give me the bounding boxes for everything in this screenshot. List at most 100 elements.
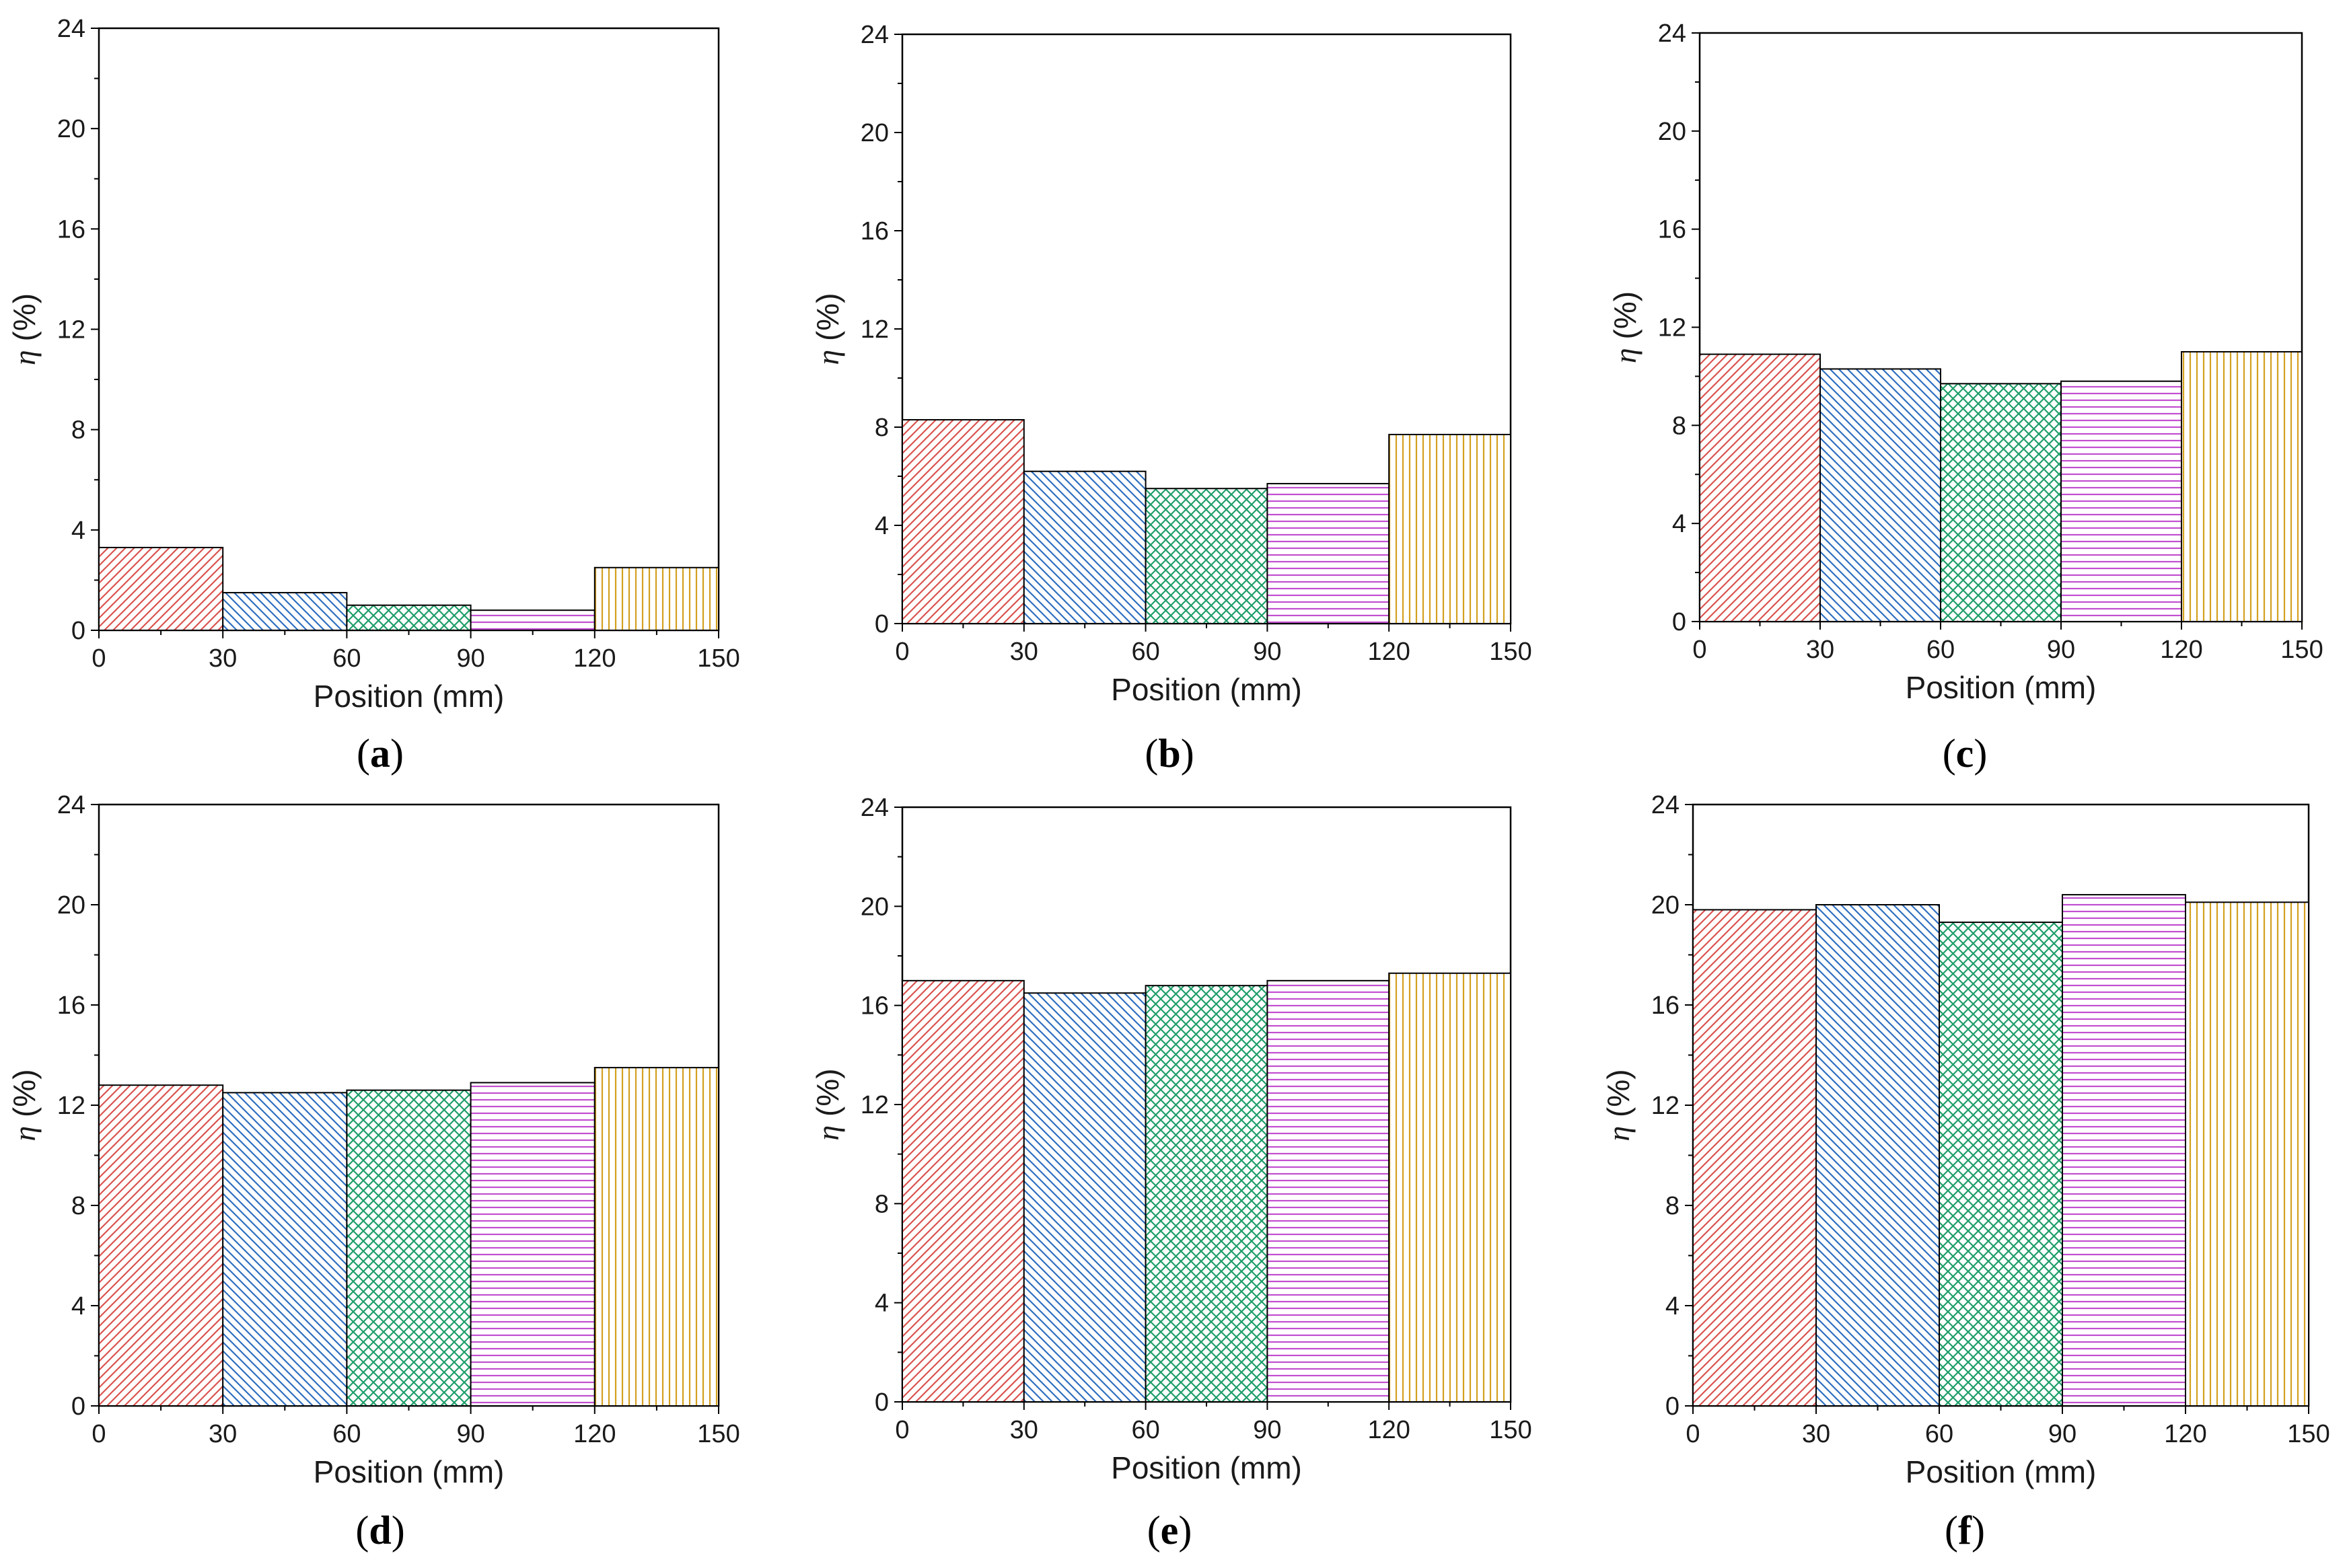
bar-120-150 (2181, 350, 2303, 622)
y-axis-symbol: η (811, 1125, 845, 1141)
y-tick-label: 16 (57, 215, 85, 244)
x-tick-label: 150 (2287, 1420, 2330, 1448)
y-axis-title: η (%) (810, 293, 845, 365)
bar-120-150 (593, 1067, 719, 1407)
y-axis-title: η (%) (1608, 291, 1642, 363)
y-tick-label: 20 (57, 115, 85, 143)
y-tick-label: 20 (861, 893, 889, 921)
chart-panel-e: 0 4 8 12 16 20 24 0 30 60 90 120 150 Position (mm) η (… (810, 794, 1532, 1553)
bar-60-90 (346, 604, 472, 631)
y-tick-label: 8 (1665, 1192, 1680, 1220)
bar-30-60 (1819, 368, 1941, 623)
y-tick-label: 20 (57, 891, 85, 920)
y-tick-label: 24 (861, 794, 889, 822)
x-axis-title: Position (mm) (1111, 1450, 1302, 1485)
bar-120-150 (1388, 433, 1511, 624)
x-axis-title: Position (mm) (314, 679, 505, 714)
panel-label-f: (f) (1945, 1508, 1985, 1553)
y-axis-title: η (%) (7, 293, 42, 365)
y-axis-unit: (%) (810, 1068, 845, 1125)
y-tick-label: 4 (71, 1292, 85, 1320)
y-axis-unit: (%) (7, 1069, 42, 1125)
x-tick-label: 90 (2047, 636, 2075, 664)
bar-0-30 (902, 979, 1025, 1403)
y-axis-title: η (%) (7, 1069, 42, 1141)
y-tick-label: 0 (1672, 608, 1686, 636)
y-tick-label: 24 (1651, 791, 1680, 819)
y-tick-label: 20 (861, 119, 889, 147)
panel-label-b: (b) (1145, 731, 1194, 776)
y-tick-label: 16 (57, 992, 85, 1020)
x-tick-label: 120 (573, 1420, 616, 1448)
x-tick-label: 60 (332, 1420, 361, 1448)
x-tick-label: 150 (1489, 638, 1531, 666)
y-axis-unit: (%) (1601, 1069, 1636, 1125)
y-axis-symbol: η (7, 1126, 42, 1142)
y-tick-label: 16 (1658, 216, 1686, 244)
y-tick-label: 20 (1651, 891, 1680, 920)
y-tick-label: 8 (71, 1192, 85, 1220)
y-tick-label: 8 (875, 1190, 889, 1218)
panel-label-a: (a) (357, 731, 404, 776)
x-tick-label: 150 (697, 1420, 739, 1448)
y-tick-label: 12 (57, 316, 85, 344)
x-tick-label: 150 (2280, 636, 2323, 664)
bar-60-90 (1145, 488, 1268, 624)
x-tick-label: 90 (2048, 1420, 2077, 1448)
x-tick-label: 0 (92, 1420, 106, 1448)
x-tick-label: 120 (2164, 1420, 2206, 1448)
bar-30-60 (1815, 904, 1940, 1407)
x-tick-label: 30 (1010, 1416, 1038, 1444)
bar-30-60 (1023, 470, 1147, 625)
x-axis-title: Position (mm) (314, 1454, 505, 1489)
bar-90-120 (470, 1082, 595, 1407)
x-tick-label: 30 (209, 1420, 237, 1448)
y-tick-label: 24 (57, 15, 85, 43)
bar-120-150 (593, 566, 719, 631)
bar-0-30 (1692, 909, 1817, 1407)
x-tick-label: 0 (1686, 1420, 1700, 1448)
y-tick-label: 16 (1651, 992, 1680, 1020)
bar-0-30 (902, 419, 1025, 624)
bar-90-120 (2060, 380, 2182, 622)
bar-90-120 (470, 609, 595, 632)
y-tick-label: 20 (1658, 118, 1686, 146)
y-tick-label: 4 (875, 512, 889, 540)
panel-label-c: (c) (1943, 731, 1988, 776)
bar-30-60 (1023, 992, 1147, 1403)
bar-0-30 (1699, 353, 1821, 623)
panel-label-e: (e) (1147, 1508, 1192, 1553)
plot-frame (98, 27, 720, 632)
y-tick-label: 4 (875, 1290, 889, 1318)
x-tick-label: 30 (1802, 1420, 1830, 1448)
bar-90-120 (1266, 482, 1390, 625)
y-axis-symbol: η (1608, 348, 1642, 363)
x-axis-title: Position (mm) (1906, 1454, 2097, 1489)
x-tick-label: 60 (1925, 1420, 1953, 1448)
x-tick-label: 90 (1253, 1416, 1281, 1444)
bar-120-150 (2185, 901, 2309, 1407)
x-axis-title: Position (mm) (1111, 672, 1302, 707)
y-tick-label: 12 (861, 1091, 889, 1119)
x-tick-label: 30 (1806, 636, 1834, 664)
y-tick-label: 0 (875, 610, 889, 638)
y-axis-title: η (%) (1601, 1069, 1636, 1141)
x-tick-label: 120 (573, 644, 616, 673)
y-tick-label: 0 (71, 617, 85, 645)
x-tick-label: 60 (1131, 638, 1159, 666)
x-tick-label: 120 (1367, 1416, 1410, 1444)
x-tick-label: 30 (1010, 638, 1038, 666)
y-tick-label: 0 (71, 1392, 85, 1421)
x-tick-label: 60 (332, 644, 361, 673)
y-tick-label: 8 (71, 416, 85, 445)
bar-0-30 (98, 546, 224, 631)
x-tick-label: 0 (92, 644, 106, 673)
x-tick-label: 90 (1253, 638, 1281, 666)
x-tick-label: 150 (1489, 1416, 1531, 1444)
x-tick-label: 120 (1367, 638, 1410, 666)
x-tick-label: 90 (456, 644, 484, 673)
y-axis-unit: (%) (810, 293, 845, 349)
y-axis-title: η (%) (810, 1068, 845, 1140)
y-tick-label: 12 (57, 1092, 85, 1120)
y-tick-label: 4 (1665, 1292, 1680, 1320)
